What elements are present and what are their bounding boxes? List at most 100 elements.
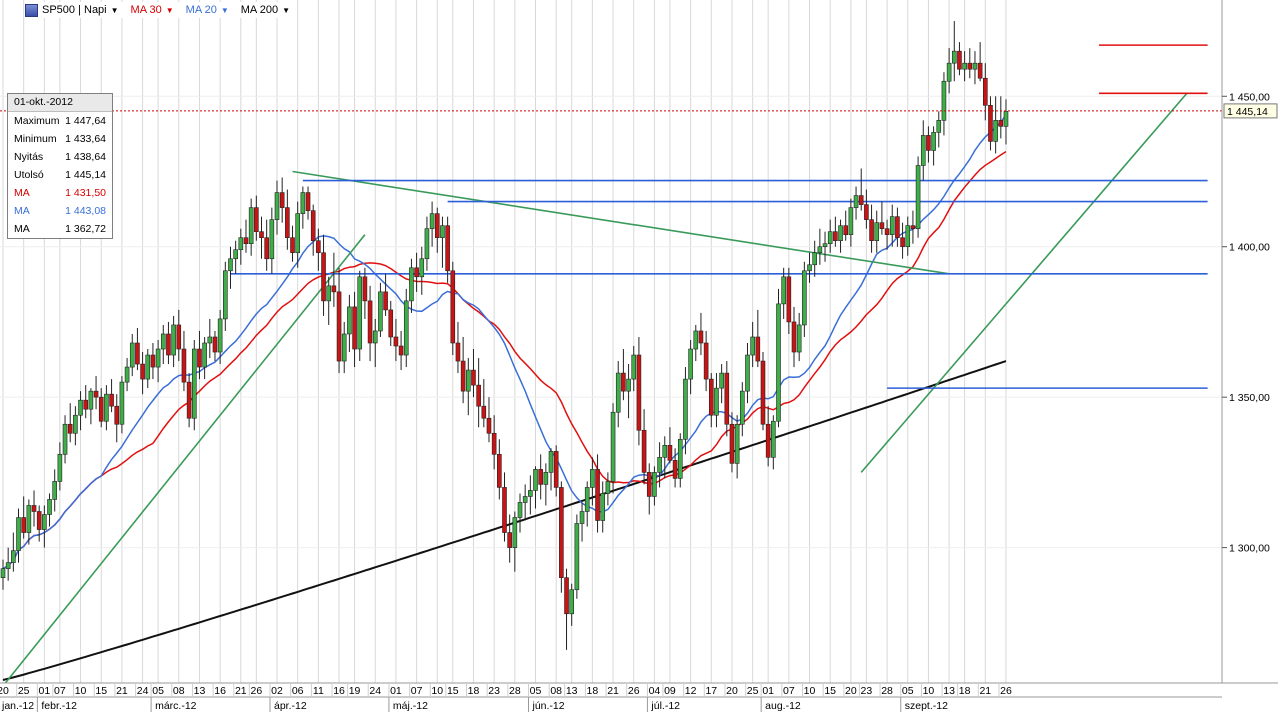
candle bbox=[73, 406, 78, 446]
candle bbox=[807, 252, 812, 283]
candle-body-up bbox=[951, 50, 957, 64]
candle bbox=[321, 234, 326, 316]
candle bbox=[135, 327, 140, 371]
month-label: szept.-12 bbox=[905, 700, 948, 712]
candle bbox=[160, 324, 166, 365]
chevron-down-icon[interactable]: ▼ bbox=[282, 5, 290, 15]
candle-body-down bbox=[672, 460, 678, 479]
candle bbox=[626, 364, 631, 419]
candle bbox=[889, 204, 895, 247]
ma200-selector[interactable]: MA 200 ▼ bbox=[241, 4, 290, 16]
chevron-down-icon[interactable]: ▼ bbox=[110, 5, 119, 15]
candle bbox=[119, 376, 125, 434]
chart-toolbar: SP500 | Napi ▼ MA 30 ▼ MA 20 ▼ MA 200 ▼ bbox=[25, 2, 290, 18]
infobox-value: 1 431,50 bbox=[65, 187, 106, 199]
candle-body-up bbox=[771, 420, 776, 458]
candle bbox=[434, 207, 440, 253]
candle-body-down bbox=[791, 321, 797, 353]
candle bbox=[352, 291, 357, 368]
candle bbox=[843, 210, 849, 241]
x-tick-label: 08 bbox=[550, 685, 562, 697]
candle bbox=[176, 309, 182, 362]
candle-body-down bbox=[988, 105, 993, 142]
candle-body-up bbox=[838, 225, 843, 242]
candle-body-down bbox=[352, 306, 357, 350]
candle-body-down bbox=[641, 429, 647, 473]
x-tick-label: 01 bbox=[762, 685, 774, 697]
chevron-down-icon[interactable]: ▼ bbox=[220, 5, 229, 15]
candle bbox=[372, 318, 378, 368]
candle bbox=[962, 51, 967, 82]
candle-body-down bbox=[331, 285, 337, 293]
candle-body-up bbox=[11, 550, 16, 563]
candle bbox=[708, 373, 714, 428]
candle-body-up bbox=[419, 258, 425, 278]
symbol-selector[interactable]: SP500 | Napi ▼ bbox=[25, 3, 119, 17]
x-tick-label: 05 bbox=[530, 685, 542, 697]
candle bbox=[848, 198, 854, 247]
candle-body-down bbox=[621, 372, 626, 392]
candle bbox=[140, 352, 145, 395]
candle bbox=[145, 349, 151, 389]
candle-body-down bbox=[150, 354, 156, 368]
candle bbox=[378, 282, 383, 337]
candle-body-down bbox=[290, 237, 295, 254]
candle-body-up bbox=[615, 372, 621, 413]
candle-body-down bbox=[212, 336, 218, 353]
candle bbox=[383, 273, 388, 316]
candle-body-down bbox=[502, 487, 507, 533]
infobox-value: 1 447,64 bbox=[65, 115, 106, 127]
candle bbox=[78, 391, 83, 431]
candle bbox=[316, 228, 321, 271]
candle bbox=[0, 559, 6, 590]
candle-body-up bbox=[119, 381, 125, 425]
candle-body-up bbox=[145, 354, 151, 380]
candle-body-down bbox=[636, 354, 642, 431]
x-tick-label: 01 bbox=[390, 685, 402, 697]
candle bbox=[786, 267, 792, 334]
candle-body-up bbox=[274, 192, 280, 220]
candle bbox=[98, 388, 104, 428]
last-price-tag: 1 445,14 bbox=[1223, 103, 1278, 119]
y-tick-label: 1 350,00 bbox=[1229, 392, 1270, 404]
ma30-selector[interactable]: MA 30 ▼ bbox=[131, 4, 174, 16]
candle-body-up bbox=[796, 324, 802, 353]
x-tick-label: 13 bbox=[194, 685, 206, 697]
candle bbox=[533, 466, 538, 509]
chevron-down-icon[interactable]: ▼ bbox=[165, 5, 174, 15]
candle bbox=[610, 403, 616, 494]
candle-body-down bbox=[833, 231, 838, 242]
x-tick-label: 07 bbox=[783, 685, 795, 697]
candle-body-down bbox=[445, 225, 450, 272]
x-tick-label: 12 bbox=[685, 685, 697, 697]
x-tick-label: 20 bbox=[0, 685, 9, 697]
candle bbox=[931, 126, 936, 166]
month-label: ápr.-12 bbox=[274, 700, 307, 712]
ma20-selector[interactable]: MA 20 ▼ bbox=[186, 4, 229, 16]
candle-body-up bbox=[378, 291, 383, 332]
candle-body-up bbox=[853, 195, 859, 208]
candle-body-down bbox=[760, 360, 766, 425]
candle-body-up bbox=[817, 246, 823, 254]
candle bbox=[755, 309, 761, 368]
candle-body-down bbox=[765, 423, 771, 458]
candle bbox=[166, 321, 171, 365]
candle bbox=[393, 318, 399, 362]
candle-body-up bbox=[517, 502, 523, 518]
candle bbox=[47, 493, 52, 527]
candle-body-up bbox=[807, 264, 812, 272]
candle-body-up bbox=[223, 270, 228, 320]
infobox-label: Utolsó bbox=[14, 169, 44, 181]
candle bbox=[305, 186, 311, 220]
x-tick-label: 19 bbox=[349, 685, 361, 697]
candle-body-up bbox=[233, 249, 238, 260]
candle bbox=[486, 397, 492, 443]
candle bbox=[621, 349, 626, 401]
candle bbox=[662, 436, 668, 479]
candle-body-up bbox=[217, 318, 223, 353]
candle bbox=[740, 382, 745, 437]
candle bbox=[564, 568, 569, 650]
x-tick-label: 16 bbox=[333, 685, 345, 697]
